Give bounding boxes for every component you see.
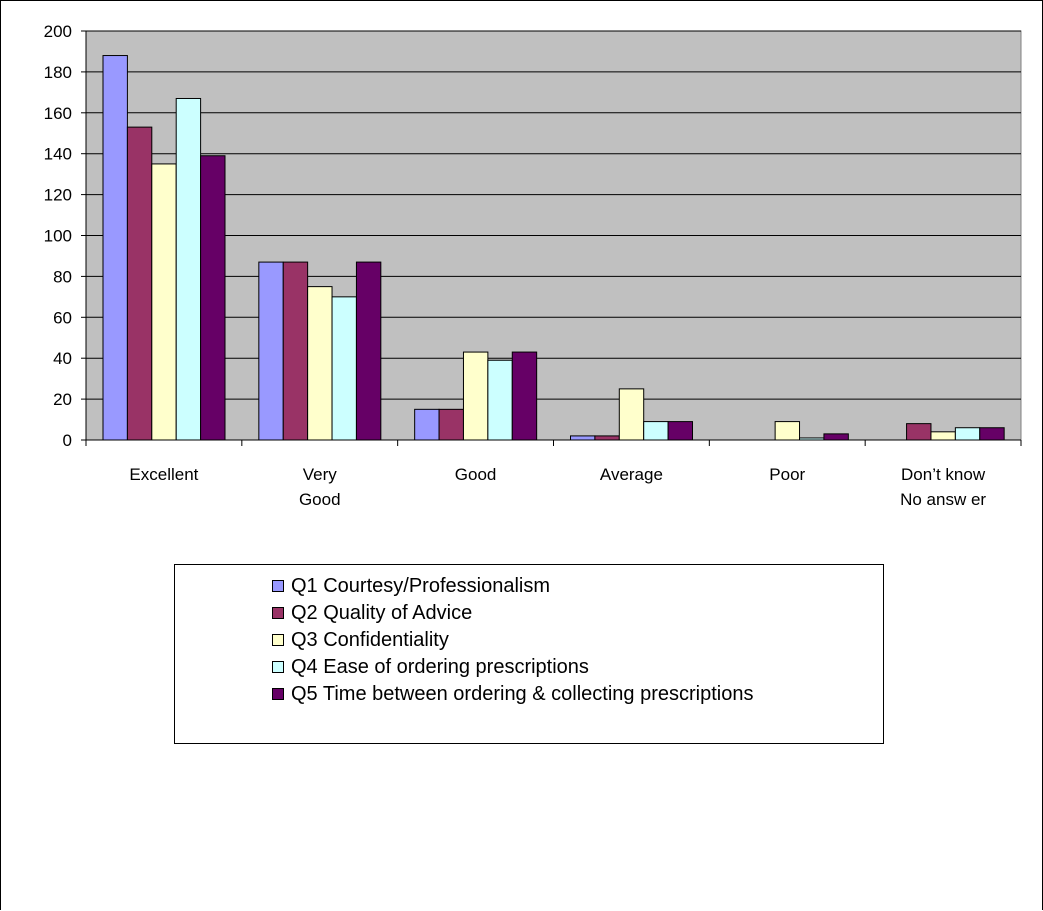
x-tick-label: Don’t know No answ er: [900, 465, 986, 509]
bar: [667, 421, 693, 441]
bar: [258, 261, 284, 441]
x-tick-label-line: Very: [303, 465, 338, 484]
y-tick-label: 40: [53, 349, 72, 368]
x-tick-label-line: Good: [299, 490, 341, 509]
x-tick-label-line: Good: [455, 465, 497, 484]
y-tick-label: 60: [53, 308, 72, 327]
y-tick-label: 140: [44, 145, 72, 164]
x-tick-label-line: Poor: [769, 465, 805, 484]
x-tick-label: Poor: [769, 465, 805, 484]
bar: [570, 435, 596, 441]
plot-area: 0 20 40 60 80 100 120 140 160 180 200 Excellent Very…: [44, 22, 1022, 509]
legend-swatch: [272, 607, 284, 619]
bar: [906, 423, 932, 441]
bar: [823, 433, 849, 441]
bar: [511, 351, 538, 441]
legend-swatch: [272, 634, 284, 646]
bar: [126, 126, 153, 441]
legend-label: Q5 Time between ordering & collecting pr…: [291, 683, 754, 705]
bar: [438, 408, 464, 441]
x-tick-label-line: No answ er: [900, 490, 986, 509]
bar: [355, 261, 382, 441]
bar: [643, 421, 669, 441]
x-tick-label-line: Excellent: [129, 465, 198, 484]
y-tick-label: 20: [53, 390, 72, 409]
x-tick-label: Average: [600, 465, 663, 484]
y-tick-label: 160: [44, 104, 72, 123]
x-tick-label-line: Don’t know: [901, 465, 986, 484]
bar: [774, 421, 801, 441]
bar: [594, 435, 620, 441]
legend-swatch: [272, 580, 284, 592]
legend-entry: Q1 Courtesy/Professionalism: [175, 573, 883, 600]
bar: [954, 427, 981, 441]
bar: [414, 408, 440, 441]
y-tick-label: 0: [63, 431, 72, 450]
y-tick-label: 200: [44, 22, 72, 41]
bar: [282, 261, 309, 441]
legend-entry: Q4 Ease of ordering prescriptions: [175, 654, 883, 681]
legend-entry: Q5 Time between ordering & collecting pr…: [175, 681, 883, 708]
legend-label: Q3 Confidentiality: [291, 629, 449, 651]
bar: [102, 55, 128, 441]
y-tick-label: 80: [53, 267, 72, 286]
bar: [462, 351, 489, 441]
legend-label: Q4 Ease of ordering prescriptions: [291, 656, 589, 678]
legend-label: Q1 Courtesy/Professionalism: [291, 575, 550, 597]
legend: Q1 Courtesy/Professionalism Q2 Quality of…: [174, 564, 884, 744]
y-tick-label: 120: [44, 186, 72, 205]
x-tick-label: Good: [455, 465, 497, 484]
bar: [331, 296, 357, 441]
legend-swatch: [272, 661, 284, 673]
legend-entry: Q3 Confidentiality: [175, 627, 883, 654]
x-tick-label-line: Average: [600, 465, 663, 484]
y-tick-label: 100: [44, 227, 72, 246]
legend-label: Q2 Quality of Advice: [291, 602, 473, 624]
bar: [200, 155, 226, 441]
bar: [799, 437, 825, 441]
bar: [979, 427, 1005, 441]
bar: [175, 97, 202, 441]
x-tick-label: Very Good: [299, 465, 341, 509]
legend-swatch: [272, 688, 284, 700]
x-tick-label: Excellent: [129, 465, 198, 484]
bar: [930, 431, 956, 441]
bar: [487, 359, 513, 441]
bar: [151, 163, 177, 441]
bar: [307, 286, 333, 441]
bar: [618, 388, 645, 441]
y-tick-label: 180: [44, 63, 72, 82]
legend-entry: Q2 Quality of Advice: [175, 600, 883, 627]
